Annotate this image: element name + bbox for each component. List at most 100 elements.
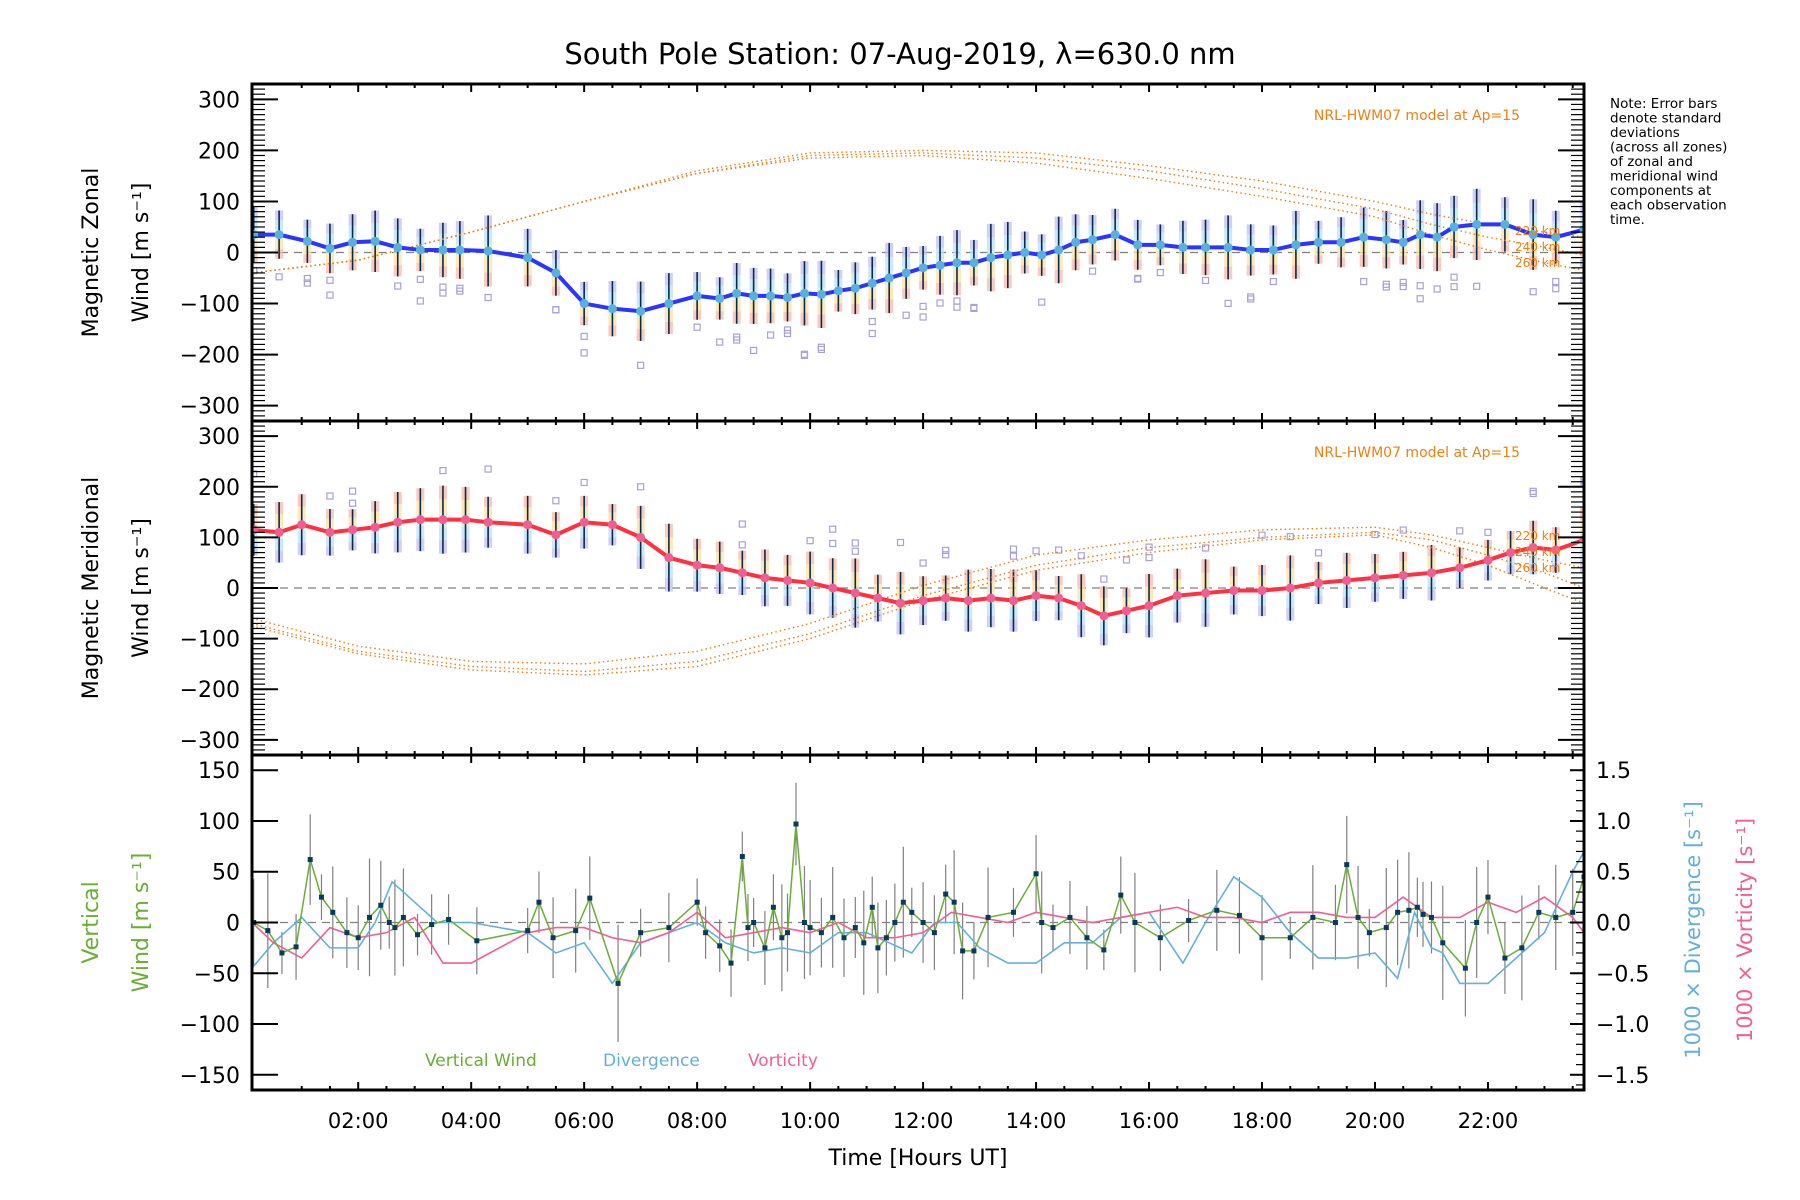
zone-sample [868, 317, 876, 326]
zone-sample [1122, 556, 1131, 564]
error-bar [325, 492, 334, 556]
mean-wind-point [1110, 230, 1120, 240]
vertical-wind-point [745, 925, 751, 931]
zone-band [252, 514, 258, 525]
zone-sample [783, 329, 792, 338]
zone-sample [1456, 527, 1464, 535]
error-bar [1433, 203, 1442, 293]
zone-sample [936, 299, 944, 307]
note-line: meridional wind [1610, 169, 1718, 185]
zone-sample [1134, 275, 1142, 283]
mean-wind-point [664, 553, 674, 563]
mean-wind-point [766, 291, 776, 301]
altitude-label: 240 km [1515, 240, 1560, 254]
zone-sample [580, 332, 588, 341]
zone-sample [580, 478, 588, 487]
zone-sample [1399, 282, 1407, 291]
mean-wind-point [274, 230, 284, 240]
zone-sample [766, 331, 775, 339]
chart-title: South Pole Station: 07-Aug-2019, λ=630.0… [564, 37, 1235, 71]
vertical-wind-point [818, 930, 824, 936]
zone-band [1580, 506, 1584, 521]
error-bar [1201, 544, 1210, 627]
zone-sample [970, 303, 978, 312]
x-tick-label: 10:00 [780, 1109, 841, 1133]
mean-wind-point [1257, 586, 1267, 596]
zone-sample [896, 538, 905, 547]
vertical-wind-point [717, 943, 723, 949]
error-bar [1088, 215, 1097, 275]
x-tick-label: 02:00 [328, 1109, 389, 1133]
zone-sample [953, 303, 961, 311]
y-tick-label: 200 [198, 139, 240, 164]
zone-band [1580, 202, 1584, 214]
mean-wind-point [348, 237, 358, 247]
mean-wind-point [1336, 237, 1346, 247]
vertical-wind-point [1039, 920, 1045, 925]
vorticity-axis-label: 1000 × Vorticity [s⁻¹] [1733, 818, 1757, 1042]
right-tick-label: −1.0 [1596, 1013, 1649, 1038]
y-axis-label-line2: Wind [m s⁻¹] [129, 853, 154, 993]
mean-wind-point [1551, 232, 1561, 242]
note-line: of zonal and [1610, 154, 1693, 170]
vertical-wind-point [1287, 935, 1293, 941]
error-bar [551, 250, 560, 314]
vertical-wind-point [1395, 909, 1401, 915]
zone-sample [348, 487, 357, 495]
zone-sample [1247, 293, 1255, 301]
y-tick-label: 100 [198, 810, 240, 835]
mean-wind-point [1551, 545, 1561, 555]
error-bar [1032, 547, 1041, 621]
vertical-wind-point [985, 914, 991, 920]
mean-wind-point [1121, 606, 1131, 616]
y-tick-label: −100 [180, 628, 240, 653]
zone-sample [1416, 282, 1424, 290]
zone-sample [1360, 277, 1368, 286]
mean-wind-point [828, 583, 838, 593]
error-bar [817, 260, 826, 354]
zone-sample [1156, 268, 1164, 277]
mean-wind-point [1088, 235, 1098, 245]
error-bar [1359, 207, 1368, 286]
mean-wind-point [636, 306, 646, 316]
vertical-wind-point [536, 899, 542, 905]
error-bar [1054, 546, 1063, 621]
mean-wind-point [1449, 222, 1459, 232]
x-tick-label: 08:00 [667, 1109, 728, 1133]
y-tick-label: 0 [226, 577, 240, 602]
zone-sample [1269, 277, 1277, 286]
vertical-wind-point [1536, 909, 1542, 915]
vertical-wind-point [293, 944, 299, 950]
vertical-wind-point [355, 935, 361, 941]
model-curve [252, 526, 1584, 665]
mean-wind-point [1455, 563, 1465, 573]
note-line: denote standard [1610, 111, 1721, 127]
mean-wind-point [274, 527, 284, 537]
vertical-wind-point [318, 894, 324, 900]
mean-wind-point [884, 273, 894, 283]
vertical-wind-point [1050, 925, 1056, 931]
altitude-label: 260 km [1515, 561, 1560, 575]
vertical-wind-point [841, 935, 847, 941]
error-bar [303, 219, 312, 287]
zone-band [252, 251, 258, 263]
altitude-label: 220 km [1515, 529, 1560, 543]
error-bar [1145, 543, 1154, 638]
mean-wind-point [1314, 237, 1324, 247]
zone-sample [1314, 549, 1323, 557]
vertical-wind-point [307, 857, 313, 863]
zone-band [252, 534, 258, 546]
y-tick-label: 50 [212, 861, 240, 886]
zone-sample [942, 546, 950, 555]
error-bar [941, 546, 950, 621]
zone-sample [1100, 575, 1108, 583]
model-curve [252, 534, 1584, 676]
zone-sample [851, 547, 859, 555]
mean-wind-point [348, 525, 358, 535]
vertical-wind-point [573, 928, 579, 934]
zone-sample [326, 291, 334, 299]
error-bar [1009, 545, 1018, 632]
vertical-wind-point [1420, 911, 1426, 917]
